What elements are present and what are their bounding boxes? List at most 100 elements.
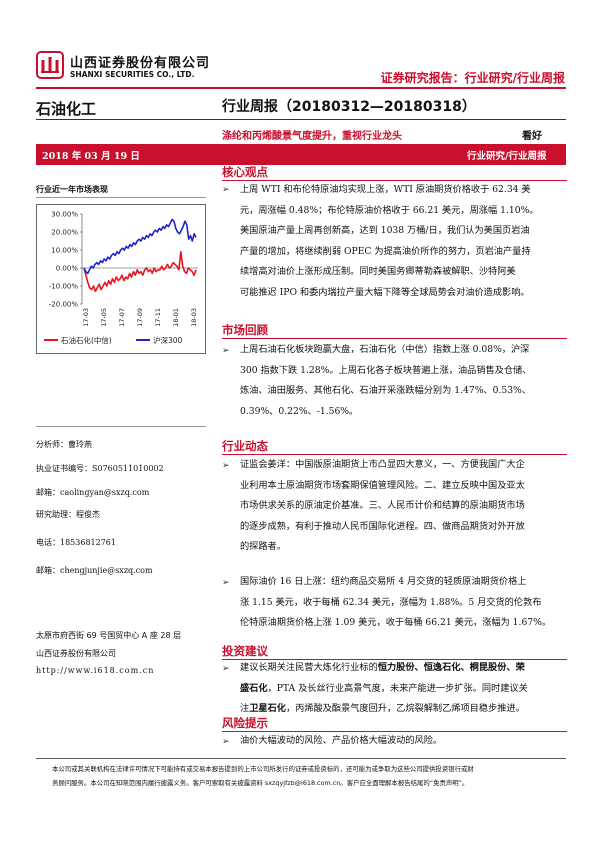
report-date: 2018 年 03 月 19 日 [42,151,140,162]
core-line: 美国原油产量上周再创新高，达到 1038 万桶/日，我们认为美国页岩油 [240,225,530,237]
series-line-1 [83,218,197,275]
industry-name: 石油化工 [36,100,97,118]
analyst2-email[interactable]: chengjunjie@sxzq.com [60,566,153,575]
news-line: 的探路者。 [240,541,286,553]
report-type: 证券研究报告：行业研究/行业周报 [380,71,565,85]
category-tag: 行业研究/行业周报 [467,151,547,162]
market-paragraph: 上周石油石化板块跑赢大盘，石油石化（中信）指数上涨 0.08%，沪深 300 指… [240,340,564,422]
core-paragraph: 上周 WTI 和布伦特原油均实现上涨，WTI 原油期货价格收于 62.34 美 … [240,180,564,304]
core-line: 可能推迟 IPO 和委内瑞拉产量大幅下降等全球局势会对油价造成影响。 [240,286,530,298]
company-logo [36,51,64,79]
sidebar-company: 山西证券股份有限公司 [36,649,116,658]
analyst1-name-label: 分析师： [36,440,68,449]
news-line: 涨 1.15 美元，收于每桶 62.34 美元，涨幅为 1.88%。5 月交货的… [240,596,542,608]
invest-line-2: 盛石化，PTA 及长丝行业高景气度，未来产能进一步扩张。同时建议关 [240,682,528,694]
section-market-rule [222,338,567,339]
analyst1-cert-label: 执业证书编号： [36,464,92,473]
invest-paragraph: 建议长期关注民营大炼化行业标的恒力股份、恒逸石化、桐昆股份、荣 盛石化，PTA … [240,658,564,720]
rating: 看好 [522,131,542,142]
news-line: 的逐步成熟，有利于推动人民币国际化进程。四、做商品期货对外开放 [240,520,525,532]
y-tick-label: 10.00% [51,247,78,255]
company-website[interactable]: http://www.i618.com.cn [36,666,155,675]
section-core-title: 核心观点 [222,165,268,179]
core-line: 续增高对油价上涨形成压制。同时美国务卿蒂勒森被解职、沙特阿美 [240,266,516,278]
market-line: 300 指数下跌 1.28%。上周石化各子板块普遍上涨，油品销售及仓储、 [240,364,532,376]
bullet-icon: ➢ [222,578,230,588]
market-line: 0.39%、0.22%、-1.56%。 [240,405,359,417]
analyst2-name: 程俊杰 [76,510,100,519]
bullet-icon: ➢ [222,346,230,356]
analyst2-phone-label: 电话： [36,538,60,547]
x-tick-label: 18-03 [190,308,198,327]
header-rule [36,87,566,89]
news-line: 伦特原油期货价格上涨 1.09 美元，收于每桶 66.21 美元，涨幅为 1.6… [240,617,552,629]
analyst1-block: 分析师：曹玲燕 执业证书编号：S0760511010002 邮箱：caoling… [36,432,164,499]
x-tick-label: 18-01 [172,308,180,327]
core-line: 产量的增加，将继续削弱 OPEC 为提高油价所作的努力，页岩油产量持 [240,245,531,257]
analyst1-cert: S0760511010002 [92,464,164,473]
x-tick-label: 17-11 [154,308,162,327]
news-line: 国际油价 16 日上涨：纽约商品交易所 4 月交货的轻质原油期货价格上 [240,576,527,587]
section-invest-rule [222,659,567,660]
y-tick-label: -10.00% [49,283,79,291]
sidebar-rule-top [36,197,206,198]
sidebar-rule-mid [36,426,206,427]
section-news-title: 行业动态 [222,439,268,453]
section-news-rule [222,454,567,455]
market-line: 上周石油石化板块跑赢大盘，石油石化（中信）指数上涨 0.08%，沪深 [240,344,530,355]
company-name-en: SHANXI SECURITIES CO., LTD. [70,70,195,79]
news-line: 业利用本土原油期货市场套期保值管理风险。二、建立反映中国及亚太 [240,479,525,491]
analyst1-name: 曹玲燕 [68,440,92,449]
analyst2-block: 研究助理：程俊杰 电话：18536812761 邮箱：chengjunjie@s… [36,502,153,577]
section-core-rule [222,180,567,181]
x-tick-label: 17-09 [136,308,144,327]
report-subtitle: 涤纶和丙烯酸景气度提升，重视行业龙头 [222,131,402,142]
section-market-title: 市场回顾 [222,323,268,337]
analyst2-email-label: 邮箱： [36,566,60,575]
bullet-icon: ➢ [222,185,230,195]
footer-rule [36,758,566,759]
y-tick-label: 0.00% [56,265,79,273]
company-name-cn: 山西证券股份有限公司 [70,56,211,71]
bullet-icon: ➢ [222,737,230,747]
analyst2-phone: 18536812761 [60,538,116,547]
news-paragraph-1: 证监会姜洋：中国版原油期货上市凸显四大意义，一、方便我国广大企 业利用本土原油期… [240,455,564,558]
x-tick-label: 17-03 [82,308,90,327]
bullet-icon: ➢ [222,461,230,471]
invest-line-1: 建议长期关注民营大炼化行业标的恒力股份、恒逸石化、桐昆股份、荣 [240,662,525,673]
news-line: 市场供求关系的原油定价基准。三、人民币计价和结算的原油期货市场 [240,500,525,512]
analyst1-email[interactable]: caolingyan@sxzq.com [60,488,150,497]
risk-line: 油价大幅波动的风险、产品价格大幅波动的风险。 [240,735,443,746]
chart-title: 行业近一年市场表现 [36,185,108,194]
section-risk-rule [222,731,567,732]
chart-frame [36,204,206,354]
x-tick-label: 17-05 [100,308,108,327]
news-paragraph-2: 国际油价 16 日上涨：纽约商品交易所 4 月交货的轻质原油期货价格上 涨 1.… [240,572,564,634]
market-chart: 30.00% 20.00% 10.00% 0.00% -10.00% -20.00% 17… [36,204,206,358]
y-tick-label: -20.00% [49,301,79,309]
title-rule [36,119,566,120]
market-line: 炼油、油田服务、其他石化、石油开采涨跌幅分别为 1.47%、0.53%、 [240,385,531,397]
company-address: 太原市府西街 69 号国贸中心 A 座 28 层 [36,631,182,640]
y-tick-label: 30.00% [51,211,78,219]
analyst1-email-label: 邮箱： [36,488,60,497]
legend-label-1: 沪深300 [153,335,183,345]
series-line-0 [83,250,197,293]
bullet-icon: ➢ [222,664,230,674]
core-line: 元，周涨幅 0.48%；布伦特原油价格收于 66.21 美元，周涨幅 1.10%… [240,204,539,216]
footer-disclaimer-2: 务顾问服务。本公司在知晓范围内履行披露义务。客户可索取有关披露资料 sxzqyj… [52,779,469,787]
news-line: 证监会姜洋：中国版原油期货上市凸显四大意义，一、方便我国广大企 [240,459,525,470]
invest-line-3: 注卫星石化，丙烯酸及酯景气度回升，乙烷裂解制乙烯项目稳步推进。 [240,703,525,715]
footer-disclaimer-1: 本公司或其关联机构在法律许可情况下可能持有或交易本报告提到的上市公司所发行的证券… [52,765,474,773]
section-invest-title: 投资建议 [222,644,268,658]
x-tick-label: 17-07 [118,308,126,327]
date-banner [36,144,566,165]
section-risk-title: 风险提示 [222,716,268,730]
risk-paragraph: 油价大幅波动的风险、产品价格大幅波动的风险。 [240,731,564,752]
y-tick-label: 20.00% [51,229,78,237]
analyst2-name-label: 研究助理： [36,510,76,519]
chart-svg: 30.00% 20.00% 10.00% 0.00% -10.00% -20.00% 17… [36,204,206,354]
core-line: 上周 WTI 和布伦特原油均实现上涨，WTI 原油期货价格收于 62.34 美 [240,184,531,195]
report-title: 行业周报（20180312—20180318） [222,99,476,115]
legend-label-0: 石油石化(中信) [61,335,112,345]
